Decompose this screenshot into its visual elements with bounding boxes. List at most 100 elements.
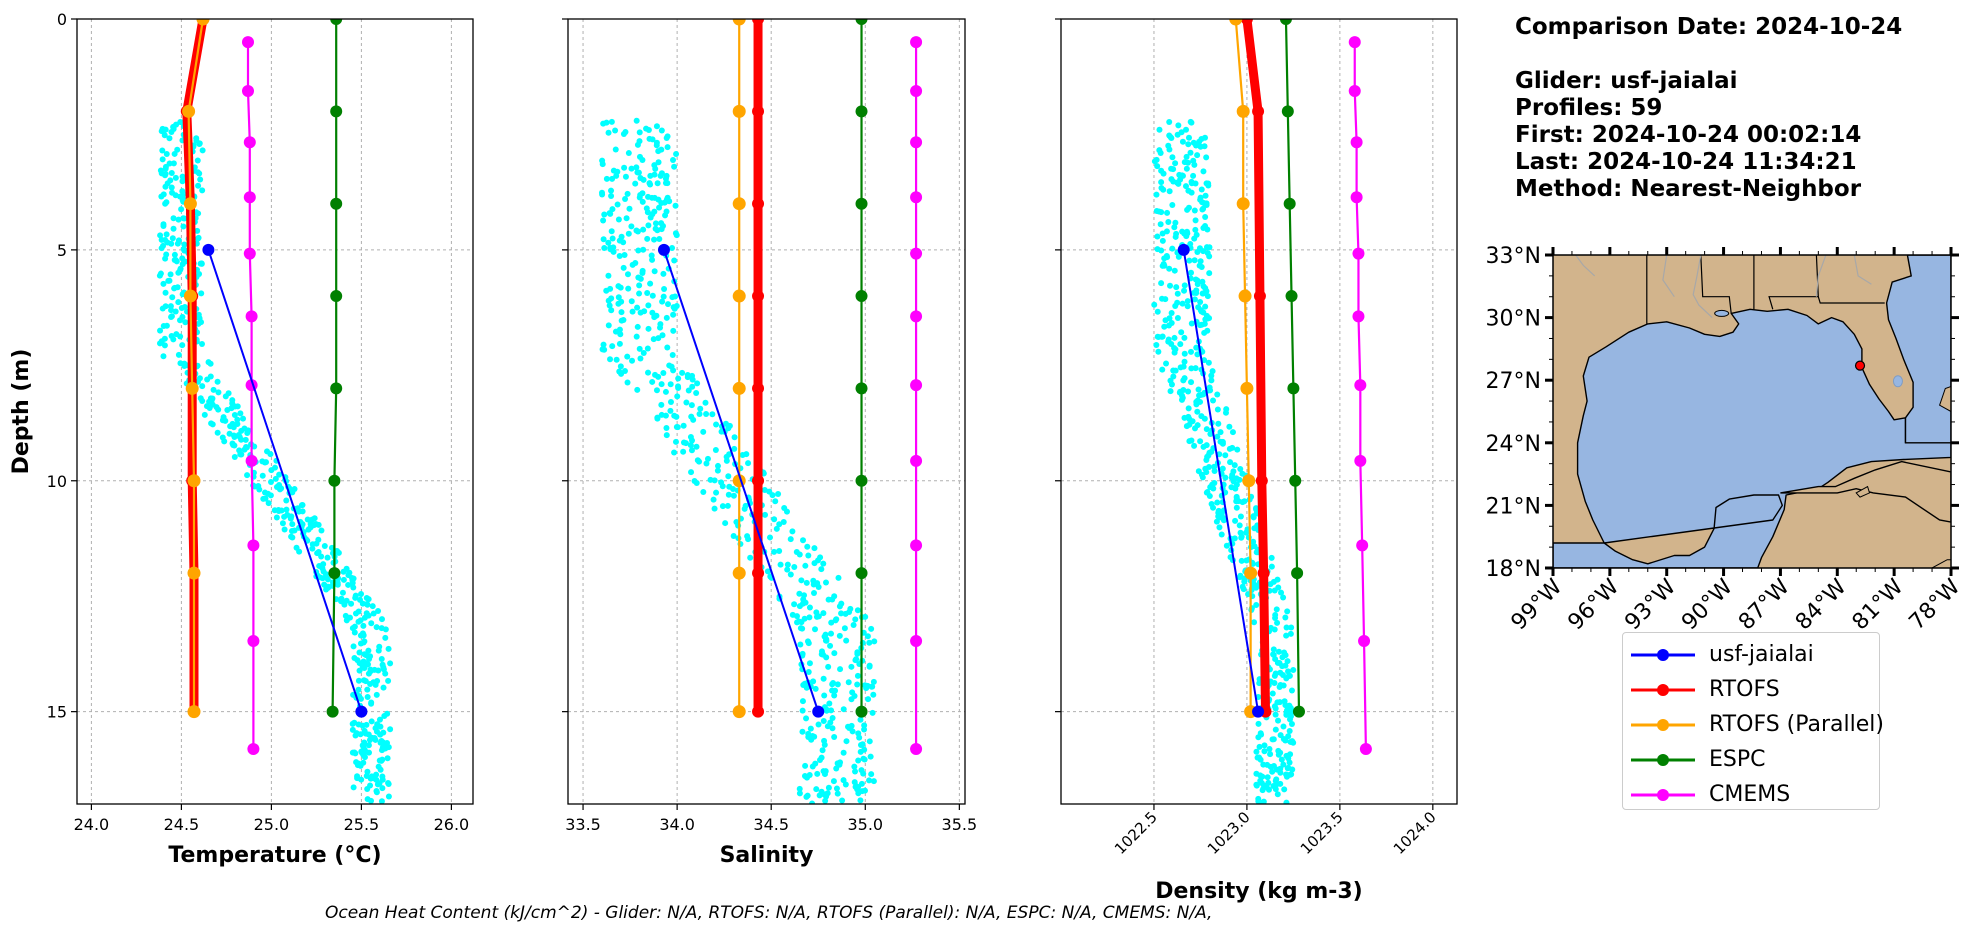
scatter-point: [848, 722, 855, 729]
scatter-point: [1179, 300, 1186, 307]
scatter-point: [244, 429, 251, 436]
scatter-point: [845, 679, 852, 686]
series-point: [910, 85, 923, 98]
scatter-point: [663, 425, 670, 432]
scatter-point: [806, 660, 813, 667]
scatter-point: [375, 647, 382, 654]
series-point: [1348, 36, 1361, 49]
scatter-point: [1250, 538, 1257, 545]
scatter-point: [850, 621, 857, 628]
scatter-point: [668, 363, 675, 370]
series-point: [1252, 105, 1265, 118]
scatter-point: [622, 196, 629, 203]
series-point: [752, 105, 765, 118]
scatter-point: [1203, 244, 1210, 251]
scatter-point: [1199, 278, 1206, 285]
scatter-point: [687, 442, 694, 449]
density-axes-frame: [1060, 18, 1458, 805]
scatter-point: [1201, 329, 1208, 336]
scatter-point: [1190, 157, 1197, 164]
map-lon-label: 96°W: [1563, 574, 1624, 635]
scatter-point: [369, 603, 376, 610]
series-point: [330, 105, 343, 118]
scatter-point: [1274, 791, 1281, 798]
scatter-point: [1203, 288, 1210, 295]
scatter-point: [354, 773, 361, 780]
scatter-point: [320, 568, 327, 575]
scatter-point: [787, 536, 794, 543]
scatter-point: [265, 500, 272, 507]
scatter-point: [324, 554, 331, 561]
scatter-point: [1158, 280, 1165, 287]
scatter-point: [1270, 651, 1277, 658]
scatter-point: [843, 637, 850, 644]
scatter-point: [639, 267, 646, 274]
scatter-point: [789, 528, 796, 535]
scatter-point: [658, 200, 665, 207]
scatter-point: [1186, 257, 1193, 264]
scatter-point: [1154, 246, 1161, 253]
series-point: [855, 705, 868, 718]
series-point: [1352, 310, 1365, 323]
scatter-point: [382, 670, 389, 677]
scatter-point: [1171, 344, 1178, 351]
scatter-point: [1255, 720, 1262, 727]
scatter-point: [868, 683, 875, 690]
series-point: [245, 310, 258, 323]
legend-item-cmems: CMEMS: [1623, 777, 1879, 812]
scatter-point: [633, 333, 640, 340]
scatter-point: [1178, 396, 1185, 403]
scatter-point: [262, 495, 269, 502]
map-lon-label: 93°W: [1620, 574, 1681, 635]
scatter-point: [800, 537, 807, 544]
scatter-point: [660, 369, 667, 376]
scatter-point: [813, 786, 820, 793]
scatter-point: [639, 198, 646, 205]
series-point: [1281, 105, 1294, 118]
scatter-point: [617, 284, 624, 291]
scatter-point: [607, 356, 614, 363]
scatter-point: [198, 290, 205, 297]
scatter-point: [667, 398, 674, 405]
scatter-point: [267, 492, 274, 499]
scatter-point: [168, 240, 175, 247]
series-point: [812, 705, 825, 718]
scatter-point: [1236, 574, 1243, 581]
scatter-point: [851, 763, 858, 770]
scatter-point: [1184, 206, 1191, 213]
scatter-point: [363, 721, 370, 728]
scatter-point: [834, 681, 841, 688]
scatter-point: [1202, 214, 1209, 221]
map-lat-label: 33°N: [1486, 244, 1541, 269]
scatter-point: [1240, 586, 1247, 593]
series-point: [910, 454, 923, 467]
series-point: [1348, 85, 1361, 98]
scatter-point: [843, 738, 850, 745]
scatter-point: [1160, 170, 1167, 177]
scatter-point: [847, 605, 854, 612]
scatter-point: [352, 750, 359, 757]
scatter-point: [807, 725, 814, 732]
scatter-point: [162, 289, 169, 296]
scatter-point: [1234, 446, 1241, 453]
scatter-point: [1218, 531, 1225, 538]
scatter-point: [647, 181, 654, 188]
series-point: [732, 381, 746, 395]
scatter-point: [1167, 377, 1174, 384]
scatter-point: [812, 685, 819, 692]
scatter-point: [688, 402, 695, 409]
scatter-point: [624, 379, 631, 386]
scatter-point: [1251, 619, 1258, 626]
scatter-point: [180, 223, 187, 230]
legend-item-rtofs-parallel: RTOFS (Parallel): [1623, 707, 1884, 742]
series-point: [732, 197, 746, 211]
scatter-point: [361, 665, 368, 672]
scatter-point: [687, 434, 694, 441]
scatter-point: [276, 481, 283, 488]
scatter-point: [360, 622, 367, 629]
scatter-point: [267, 478, 274, 485]
scatter-point: [820, 651, 827, 658]
scatter-point: [830, 778, 837, 785]
scatter-point: [670, 157, 677, 164]
scatter-point: [1192, 226, 1199, 233]
